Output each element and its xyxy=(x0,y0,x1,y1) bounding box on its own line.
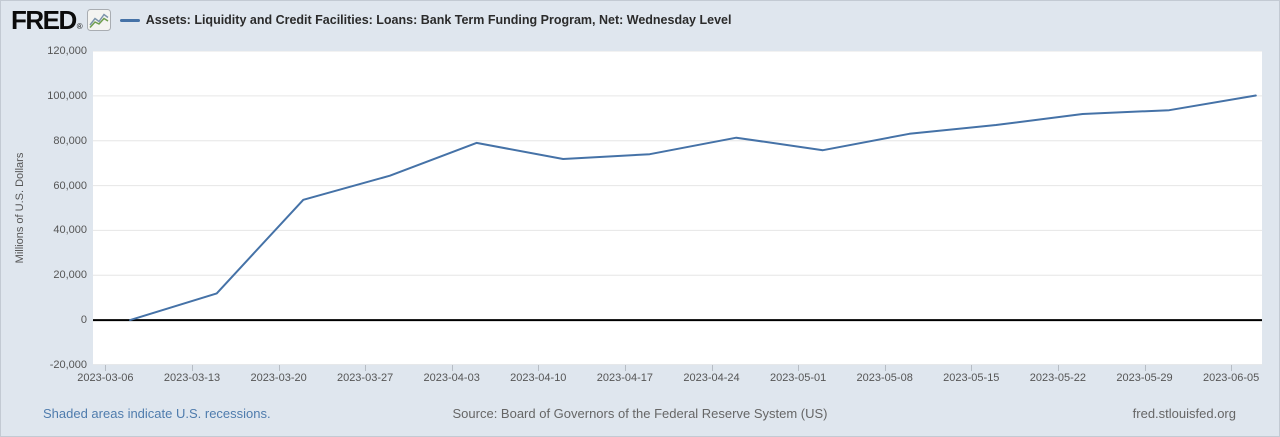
fred-logo: FRED ® xyxy=(11,5,83,35)
x-axis-tick-mark xyxy=(365,365,367,371)
series-legend: Assets: Liquidity and Credit Facilities:… xyxy=(119,13,732,27)
series-line xyxy=(129,94,1257,322)
x-axis-tick-mark xyxy=(451,365,453,371)
x-axis-tick-mark xyxy=(1231,365,1233,371)
y-axis-tick-label: 20,000 xyxy=(53,269,87,282)
x-axis-tick-label: 2023-03-27 xyxy=(336,372,394,384)
x-axis-tick-mark xyxy=(1057,365,1059,371)
x-axis-tick-label: 2023-03-20 xyxy=(250,372,307,384)
x-axis-tick-mark xyxy=(884,365,886,371)
x-axis-tick-label: 2023-05-29 xyxy=(1116,372,1173,384)
fred-site-link[interactable]: fred.stlouisfed.org xyxy=(1132,406,1236,421)
x-axis-tick-label: 2023-05-08 xyxy=(856,372,913,384)
x-axis-tick-label: 2023-04-03 xyxy=(423,372,480,384)
x-axis-tick-mark xyxy=(798,365,800,371)
x-axis-tick-label: 2023-04-10 xyxy=(510,372,567,384)
recessions-note-link[interactable]: Shaded areas indicate U.S. recessions. xyxy=(43,406,271,421)
x-axis-tick-mark xyxy=(1144,365,1146,371)
x-axis-tick-mark xyxy=(278,365,280,371)
plot-area[interactable] xyxy=(93,50,1262,366)
x-axis-tick-mark xyxy=(711,365,713,371)
registered-trademark: ® xyxy=(76,22,83,31)
x-axis-tick-label: 2023-03-13 xyxy=(163,372,221,384)
plot-svg xyxy=(93,50,1262,366)
x-axis-tick-label: 2023-05-01 xyxy=(769,372,827,384)
y-axis-tick-label: 60,000 xyxy=(53,179,87,192)
x-axis-tick-mark xyxy=(538,365,540,371)
chart-title: Assets: Liquidity and Credit Facilities:… xyxy=(145,13,732,27)
x-axis-tick-label: 2023-04-17 xyxy=(596,372,654,384)
x-axis-tick-label: 2023-05-15 xyxy=(943,372,1000,384)
x-axis-tick-mark xyxy=(192,365,193,371)
chart-header: FRED ® Assets: Liquidity and Credit Faci… xyxy=(11,6,731,34)
y-axis-tick-label: 80,000 xyxy=(53,134,87,147)
x-axis-tick-label: 2023-03-06 xyxy=(77,372,134,384)
legend-line-swatch xyxy=(119,18,140,22)
source-text: Source: Board of Governors of the Federa… xyxy=(452,406,828,421)
x-axis-tick-mark xyxy=(105,365,107,371)
y-axis-tick-label: 0 xyxy=(80,314,87,327)
x-axis-tick-label: 2023-04-24 xyxy=(683,372,740,384)
x-axis-tick-label: 2023-06-05 xyxy=(1202,372,1260,384)
fred-logo-text: FRED xyxy=(11,5,77,35)
y-axis-tick-label: 100,000 xyxy=(47,89,87,102)
x-axis-tick-mark xyxy=(971,365,973,371)
y-axis-tick-label: 120,000 xyxy=(47,45,87,57)
y-axis-tick-label: -20,000 xyxy=(49,359,87,371)
sparkline-icon xyxy=(86,9,111,31)
x-axis-tick-mark xyxy=(624,365,626,371)
y-axis-tick-label: 40,000 xyxy=(53,224,87,237)
x-axis-tick-label: 2023-05-22 xyxy=(1029,372,1087,384)
y-axis-title: Millions of U.S. Dollars xyxy=(14,152,26,264)
